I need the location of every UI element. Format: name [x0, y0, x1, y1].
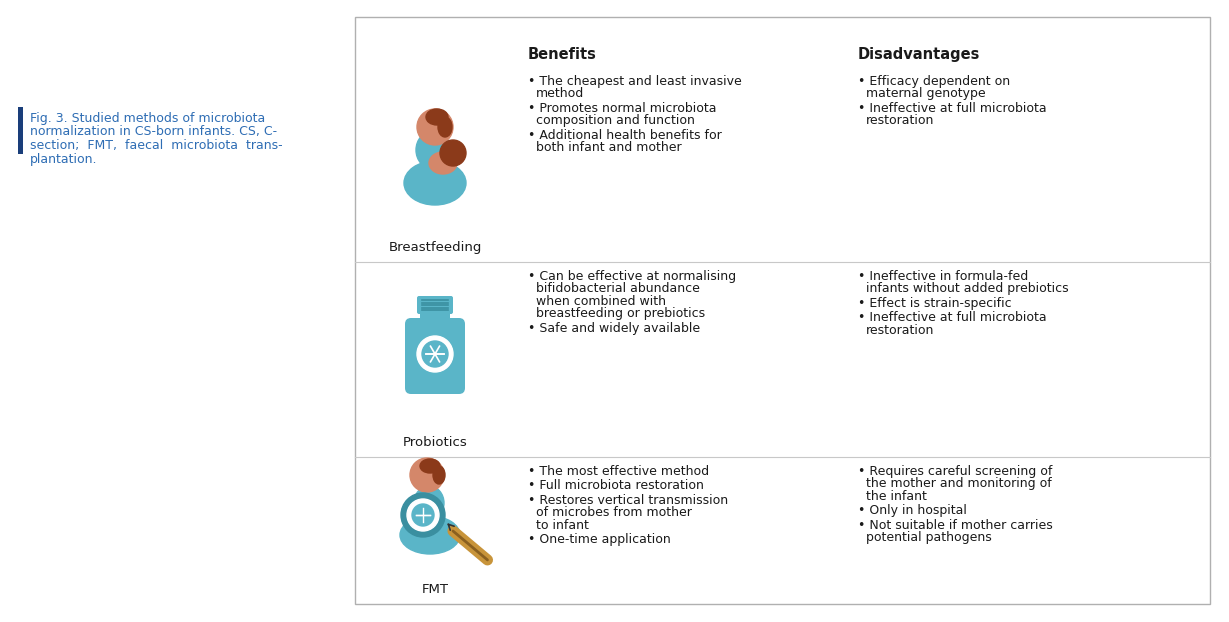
Text: breastfeeding or prebiotics: breastfeeding or prebiotics: [536, 307, 704, 320]
Text: FMT: FMT: [422, 583, 449, 596]
Text: • Ineffective in formula-fed: • Ineffective in formula-fed: [858, 270, 1029, 283]
Text: • Can be effective at normalising: • Can be effective at normalising: [528, 270, 736, 283]
Ellipse shape: [415, 131, 450, 169]
Circle shape: [410, 458, 444, 492]
Text: plantation.: plantation.: [29, 152, 97, 165]
Text: • Efficacy dependent on: • Efficacy dependent on: [858, 75, 1010, 88]
Text: section;  FMT,  faecal  microbiota  trans-: section; FMT, faecal microbiota trans-: [29, 139, 283, 152]
Text: infants without added prebiotics: infants without added prebiotics: [865, 282, 1068, 295]
Circle shape: [417, 109, 454, 145]
Text: potential pathogens: potential pathogens: [865, 531, 992, 544]
Text: • The most effective method: • The most effective method: [528, 465, 709, 478]
Text: bifidobacterial abundance: bifidobacterial abundance: [536, 282, 699, 295]
Ellipse shape: [399, 516, 460, 554]
Text: • Ineffective at full microbiota: • Ineffective at full microbiota: [858, 311, 1047, 324]
Text: to infant: to infant: [536, 519, 589, 532]
Text: • Safe and widely available: • Safe and widely available: [528, 322, 701, 335]
Circle shape: [412, 504, 434, 526]
Ellipse shape: [404, 161, 466, 205]
Text: • The cheapest and least invasive: • The cheapest and least invasive: [528, 75, 742, 88]
Ellipse shape: [438, 117, 452, 137]
Text: of microbes from mother: of microbes from mother: [536, 506, 692, 519]
Circle shape: [407, 499, 439, 531]
Text: the mother and monitoring of: the mother and monitoring of: [865, 478, 1051, 490]
Ellipse shape: [426, 109, 449, 125]
Circle shape: [401, 493, 445, 537]
Text: • Additional health benefits for: • Additional health benefits for: [528, 129, 721, 142]
FancyBboxPatch shape: [406, 318, 465, 394]
Circle shape: [440, 140, 466, 166]
Bar: [18, 107, 23, 154]
Text: Disadvantages: Disadvantages: [858, 47, 981, 62]
Text: when combined with: when combined with: [536, 295, 666, 308]
Text: • Only in hospital: • Only in hospital: [858, 504, 967, 518]
Text: normalization in CS-born infants. CS, C-: normalization in CS-born infants. CS, C-: [29, 126, 277, 139]
Text: Probiotics: Probiotics: [403, 436, 467, 449]
Text: composition and function: composition and function: [536, 114, 694, 128]
Text: Breastfeeding: Breastfeeding: [388, 241, 482, 254]
Text: • Requires careful screening of: • Requires careful screening of: [858, 465, 1052, 478]
Text: • One-time application: • One-time application: [528, 533, 671, 546]
Text: • Not suitable if mother carries: • Not suitable if mother carries: [858, 519, 1053, 532]
Text: both infant and mother: both infant and mother: [536, 141, 681, 154]
Text: • Ineffective at full microbiota: • Ineffective at full microbiota: [858, 102, 1047, 115]
Text: method: method: [536, 88, 584, 100]
Text: restoration: restoration: [865, 323, 934, 337]
Text: • Effect is strain-specific: • Effect is strain-specific: [858, 297, 1011, 310]
FancyBboxPatch shape: [417, 296, 454, 314]
Text: the infant: the infant: [865, 490, 927, 503]
Text: restoration: restoration: [865, 114, 934, 128]
Circle shape: [417, 336, 454, 372]
Ellipse shape: [429, 152, 457, 174]
FancyBboxPatch shape: [420, 306, 450, 328]
Text: • Restores vertical transmission: • Restores vertical transmission: [528, 494, 728, 507]
Circle shape: [422, 341, 449, 367]
Text: Benefits: Benefits: [528, 47, 597, 62]
Ellipse shape: [414, 486, 444, 520]
Text: • Full microbiota restoration: • Full microbiota restoration: [528, 480, 704, 493]
Text: maternal genotype: maternal genotype: [865, 88, 986, 100]
Ellipse shape: [433, 466, 445, 484]
Text: • Promotes normal microbiota: • Promotes normal microbiota: [528, 102, 717, 115]
Ellipse shape: [420, 459, 440, 473]
Text: Fig. 3. Studied methods of microbiota: Fig. 3. Studied methods of microbiota: [29, 112, 265, 125]
FancyBboxPatch shape: [355, 17, 1211, 604]
